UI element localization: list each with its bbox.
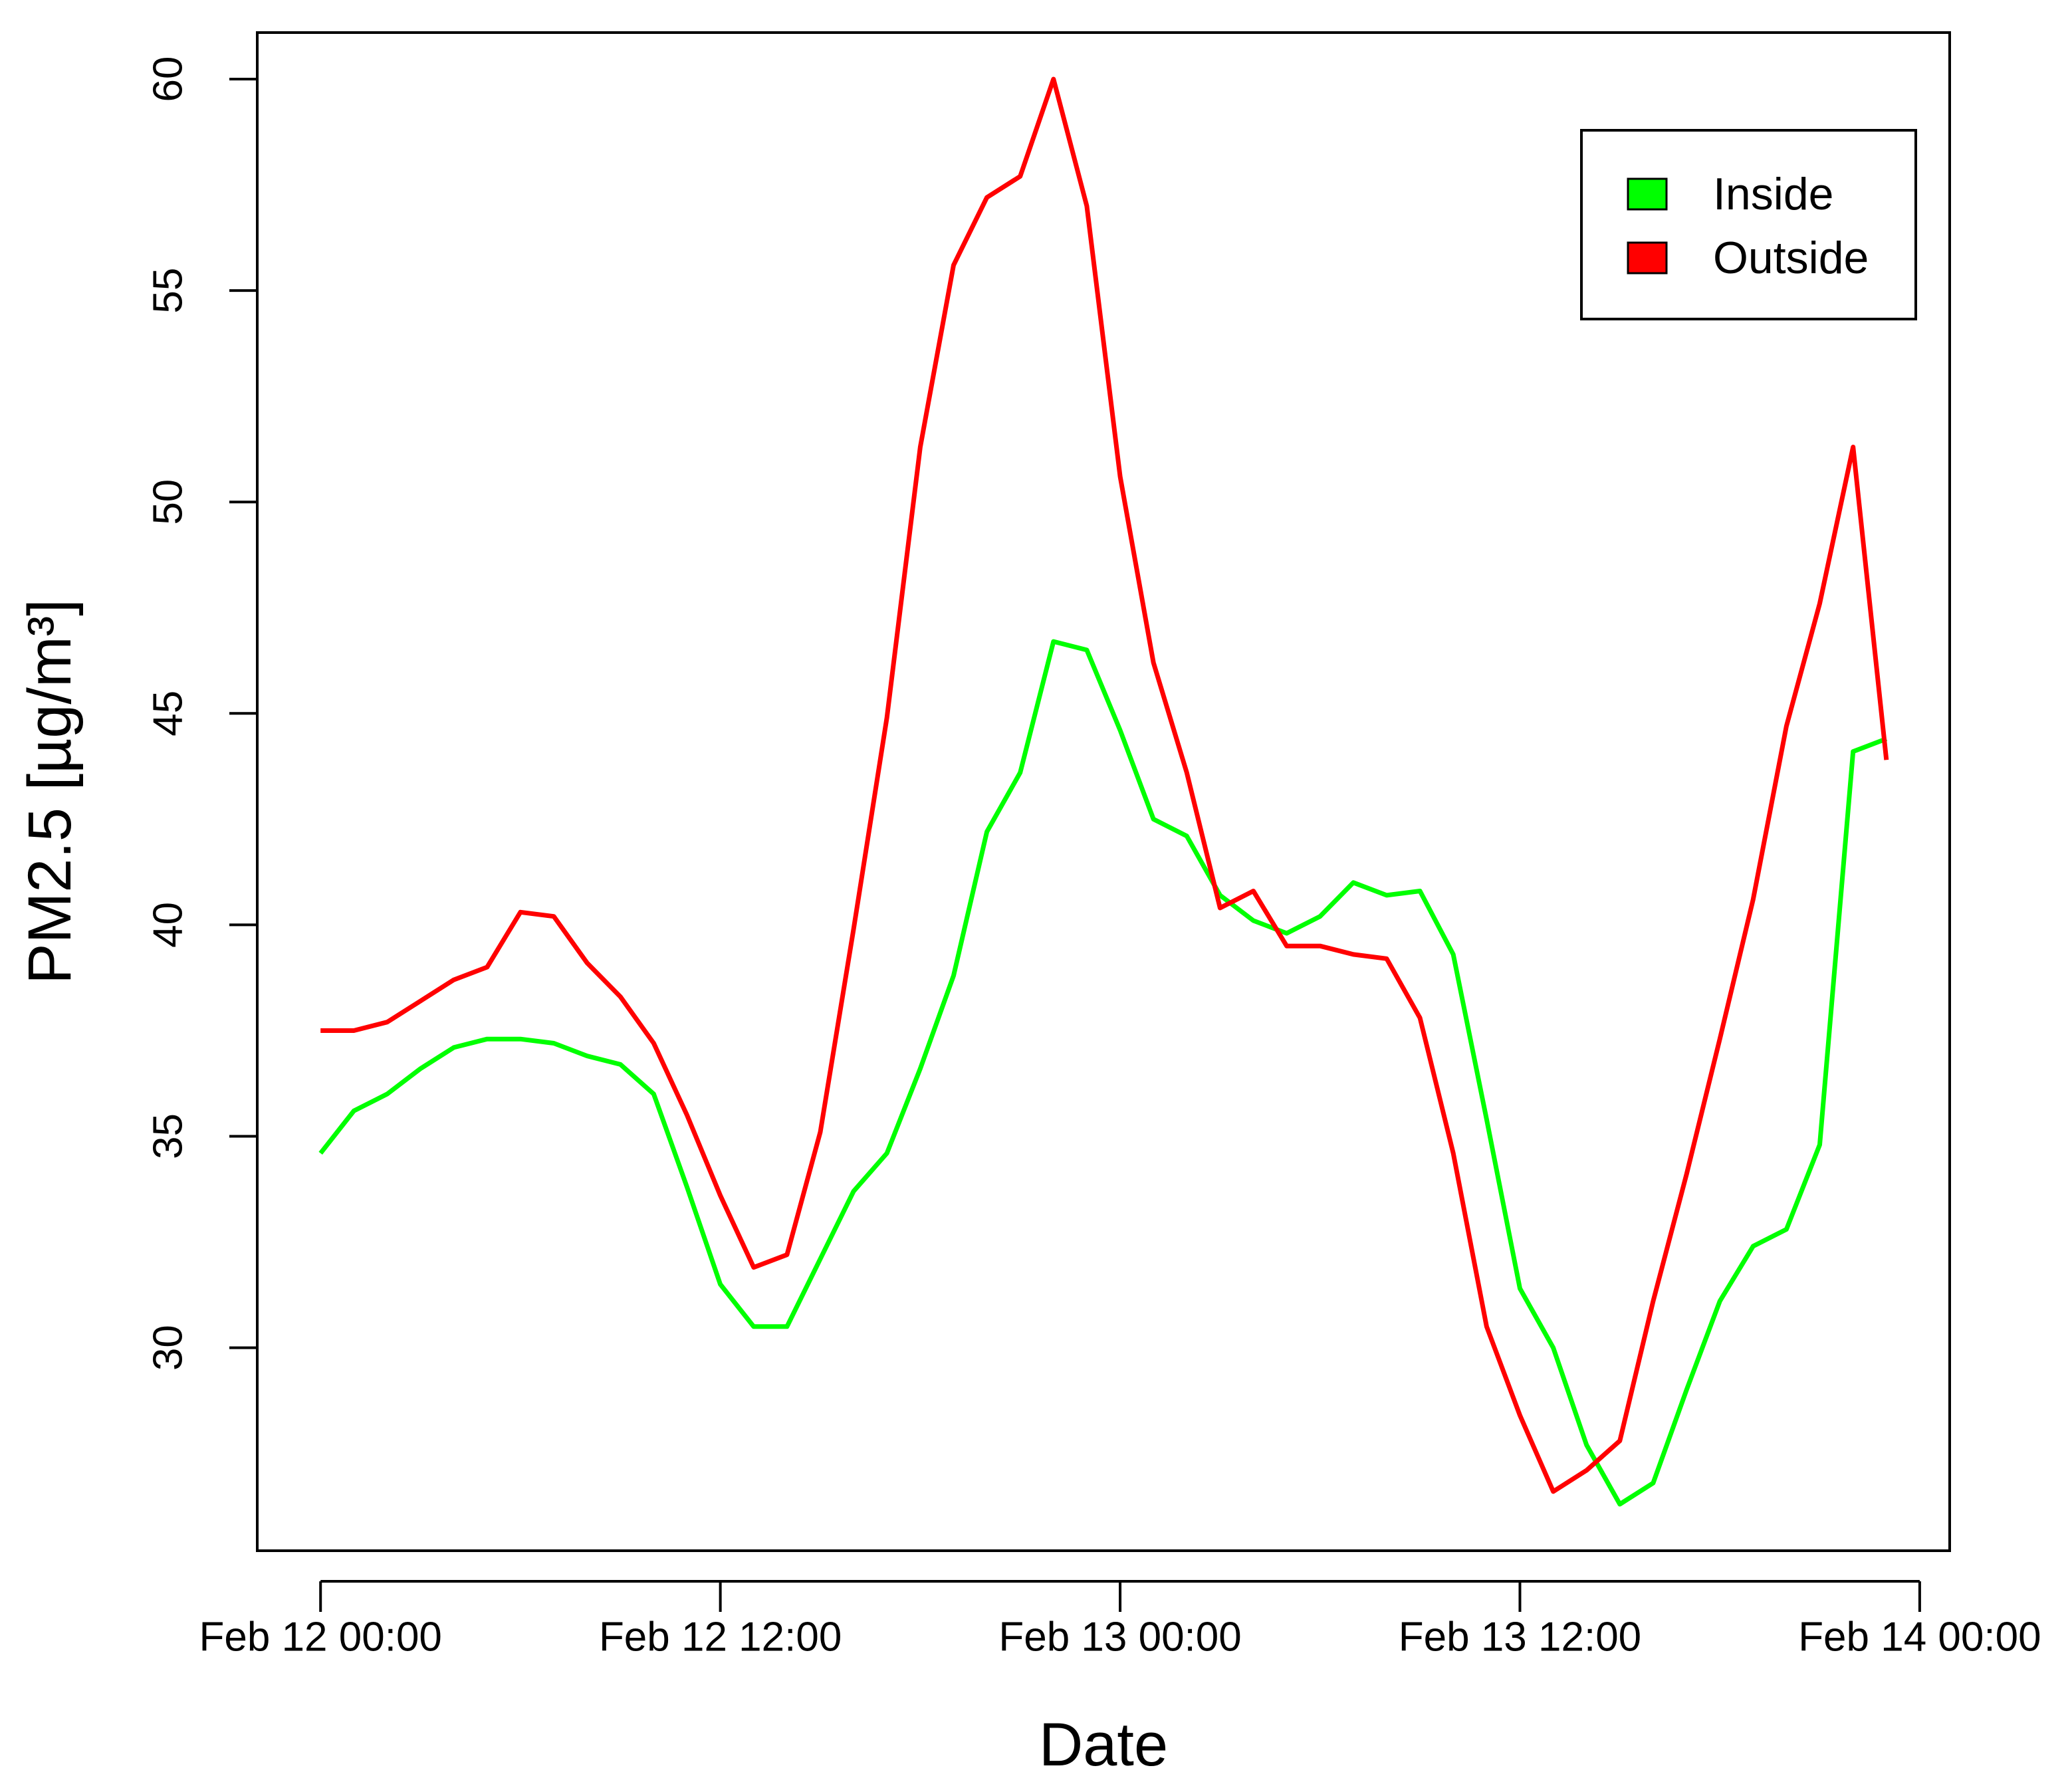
y-tick-label: 30 <box>146 1325 191 1371</box>
y-tick-label: 50 <box>146 479 191 525</box>
y-tick-label: 60 <box>146 56 191 102</box>
series-line-inside <box>318 639 1888 1507</box>
x-tick-label: Feb 13 12:00 <box>1399 1615 1641 1660</box>
x-tick-label: Feb 12 00:00 <box>199 1615 442 1660</box>
x-tick-label: Feb 14 00:00 <box>1798 1615 2041 1660</box>
x-tick-label: Feb 13 00:00 <box>998 1615 1241 1660</box>
y-tick-label: 45 <box>146 691 191 736</box>
y-tick-label: 55 <box>146 268 191 314</box>
legend-label-outside: Outside <box>1713 233 1869 283</box>
x-tick-label: Feb 12 12:00 <box>599 1615 842 1660</box>
series-line-outside <box>320 76 1889 1494</box>
y-axis-title: PM2.5 [µg/m³] <box>16 599 84 984</box>
y-tick-label: 35 <box>146 1113 191 1159</box>
legend-swatch-inside <box>1627 177 1668 211</box>
x-axis-title: Date <box>1039 1711 1168 1779</box>
legend-box <box>1580 129 1917 320</box>
y-tick-label: 40 <box>146 902 191 948</box>
legend-swatch-outside <box>1627 241 1668 275</box>
legend-label-inside: Inside <box>1713 169 1833 219</box>
